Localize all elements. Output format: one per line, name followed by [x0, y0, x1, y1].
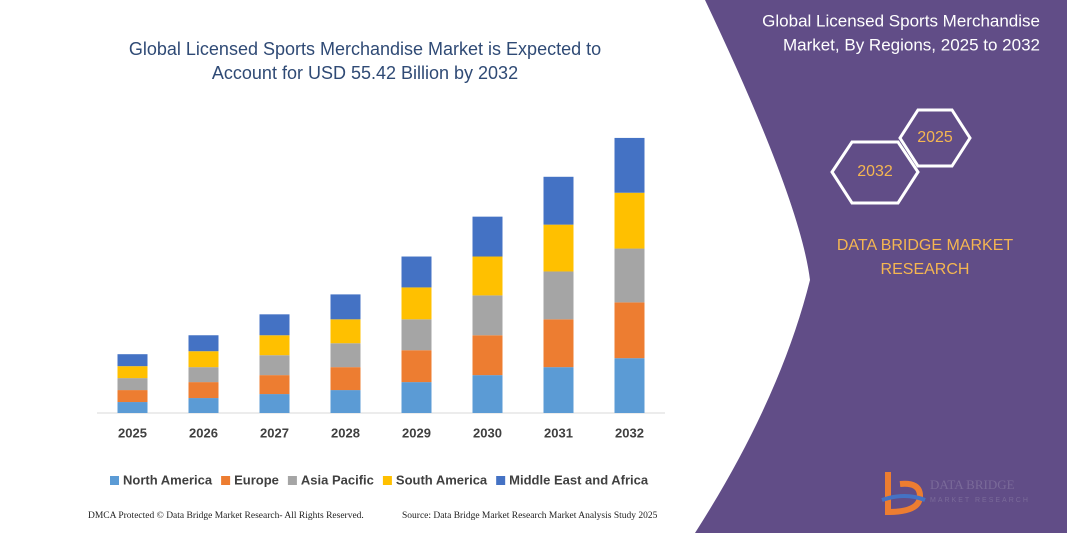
bar-segment: [401, 382, 432, 413]
legend-swatch: [110, 476, 119, 485]
hexagon: [830, 140, 920, 205]
bar-segment: [401, 256, 432, 288]
bar-segment: [188, 398, 219, 413]
bar-segment: [543, 367, 574, 413]
bar-segment: [117, 390, 148, 403]
bar-segment: [330, 343, 361, 368]
bar-segment: [188, 351, 219, 368]
x-tick-label: 2028: [331, 425, 360, 440]
bar-segment: [614, 302, 645, 359]
chart-title: Global Licensed Sports Merchandise Marke…: [129, 39, 601, 59]
legend-label: North America: [123, 472, 213, 487]
bar-segment: [259, 394, 290, 413]
bar-segment: [614, 192, 645, 249]
bar-segment: [259, 314, 290, 336]
bar-segment: [259, 375, 290, 395]
footer-left: DMCA Protected © Data Bridge Market Rese…: [88, 510, 364, 521]
legend-swatch: [496, 476, 506, 485]
bar-segment: [188, 335, 219, 352]
hex-label: 2032: [857, 163, 893, 180]
x-tick-label: 2026: [189, 425, 218, 440]
legend-label: Asia Pacific: [301, 472, 374, 487]
x-tick-label: 2030: [473, 425, 502, 440]
bar-segment: [117, 366, 148, 379]
logo-mark: [885, 472, 924, 516]
bar-segment: [401, 287, 432, 320]
bar-segment: [259, 335, 290, 356]
legend-swatch: [287, 476, 297, 485]
bar-segment: [543, 176, 574, 225]
bar-segment: [472, 375, 503, 413]
bar-segment: [543, 319, 574, 368]
legend-label: Europe: [234, 472, 279, 487]
bar-segment: [330, 390, 361, 413]
plot: 2025 2026 2027 2028 2029 2030 2031 2032 North Am…: [110, 137, 649, 487]
bar-segment: [472, 216, 503, 257]
bar-segment: [117, 378, 148, 391]
hex-label: 2025: [917, 129, 953, 146]
logo: DATA BRIDGE MARKET RESEARCH: [881, 472, 1030, 516]
side-panel: [695, 0, 1067, 533]
bar-segment: [259, 355, 290, 376]
bar-segment: [188, 382, 219, 399]
logo-text: DATA BRIDGE: [930, 477, 1015, 492]
bar-segment: [330, 367, 361, 391]
chart-title: Account for USD 55.42 Billion by 2032: [212, 63, 518, 83]
footer-right: Source: Data Bridge Market Research Mark…: [402, 511, 658, 521]
bar-segment: [401, 350, 432, 383]
bar-segment: [401, 319, 432, 351]
bar-segment: [188, 367, 219, 383]
x-tick-label: 2032: [615, 425, 644, 440]
bar-segment: [543, 224, 574, 272]
brand-text: DATA BRIDGE MARKET: [837, 237, 1014, 254]
bar-segment: [330, 294, 361, 320]
legend-swatch: [221, 476, 231, 485]
brand-text: RESEARCH: [881, 261, 970, 278]
bar-segment: [330, 319, 361, 344]
logo-mark: [881, 494, 926, 502]
bar-segment: [614, 248, 645, 303]
bar-segment: [472, 335, 503, 376]
legend-label: Middle East and Africa: [509, 472, 649, 487]
x-tick-label: 2025: [118, 425, 147, 440]
bar-segment: [117, 402, 148, 413]
bar-segment: [543, 271, 574, 320]
x-tick-label: 2029: [402, 425, 431, 440]
side-heading: Market, By Regions, 2025 to 2032: [783, 35, 1040, 54]
x-tick-label: 2031: [544, 425, 573, 440]
bar-segment: [117, 354, 148, 367]
legend-label: South America: [396, 472, 488, 487]
x-tick-label: 2027: [260, 425, 289, 440]
bar-segment: [614, 358, 645, 413]
hexagon: [898, 108, 972, 168]
legend-swatch: [382, 476, 392, 485]
bar-segment: [472, 295, 503, 336]
bar-segment: [614, 137, 645, 193]
side-heading: Global Licensed Sports Merchandise: [762, 11, 1040, 30]
bar-segment: [472, 256, 503, 296]
logo-text: MARKET RESEARCH: [930, 497, 1030, 504]
